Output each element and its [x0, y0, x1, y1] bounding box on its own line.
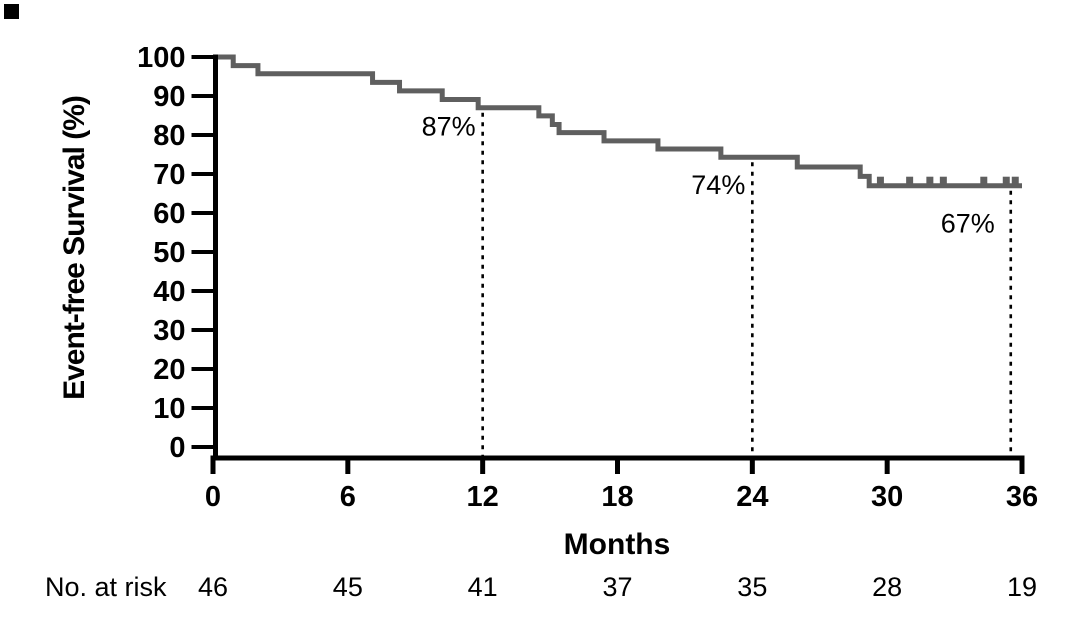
annotation-label-35.5mo: 67% [941, 209, 995, 239]
x-axis-title: Months [564, 528, 671, 561]
x-tick-label: 36 [1006, 481, 1038, 513]
annotation-labels-group: 87% 74% 67% [422, 112, 995, 239]
annotation-label-24mo: 74% [691, 170, 745, 200]
y-tick-label: 10 [153, 393, 185, 425]
risk-count-0mo: 46 [198, 572, 228, 602]
corner-mark [4, 4, 19, 19]
censor-marks-group [876, 176, 1019, 185]
x-tick-label: 18 [601, 481, 633, 513]
risk-count-24mo: 35 [737, 572, 767, 602]
y-tick-label: 100 [137, 42, 185, 74]
annotation-dashed-lines [481, 112, 1013, 456]
y-tick-label: 50 [153, 237, 185, 269]
x-tick-label: 12 [467, 481, 499, 513]
risk-table-group: 46 45 41 37 35 28 19 [198, 572, 1037, 602]
y-tick-label: 80 [153, 120, 185, 152]
annotation-label-12mo: 87% [422, 112, 476, 142]
y-tick-label: 0 [169, 432, 185, 464]
survival-curve [213, 54, 1022, 189]
risk-count-30mo: 28 [872, 572, 902, 602]
y-tick-label: 20 [153, 354, 185, 386]
axes-group [191, 54, 1025, 474]
y-tick-label: 90 [153, 81, 185, 113]
risk-table-label: No. at risk [45, 572, 167, 602]
risk-count-36mo: 19 [1007, 572, 1037, 602]
tick-labels-group: 0 10 20 30 40 50 60 70 80 90 100 0 6 12 18 24 30 36 [137, 42, 1038, 513]
y-tick-label: 70 [153, 159, 185, 191]
risk-count-6mo: 45 [333, 572, 363, 602]
x-tick-label: 0 [205, 481, 221, 513]
x-tick-label: 30 [871, 481, 903, 513]
survival-curve-group [213, 54, 1022, 189]
y-tick-label: 40 [153, 276, 185, 308]
risk-count-18mo: 37 [602, 572, 632, 602]
x-tick-label: 24 [736, 481, 768, 513]
y-axis-title: Event-free Survival (%) [58, 96, 91, 400]
x-tick-label: 6 [340, 481, 356, 513]
y-tick-label: 60 [153, 198, 185, 230]
y-tick-label: 30 [153, 315, 185, 347]
risk-count-12mo: 41 [468, 572, 498, 602]
